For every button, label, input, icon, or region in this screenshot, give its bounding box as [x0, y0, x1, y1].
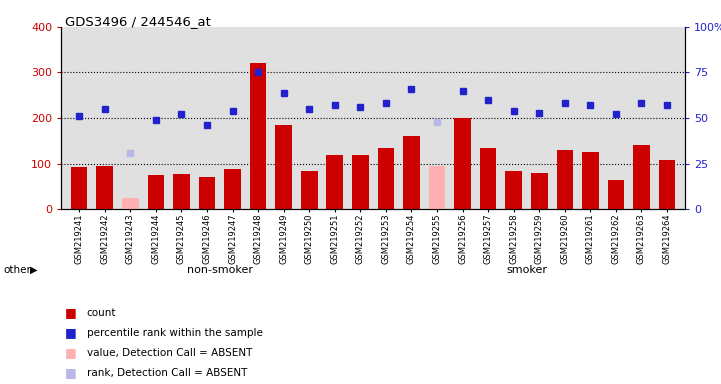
Bar	[71, 167, 87, 209]
Text: GDS3496 / 244546_at: GDS3496 / 244546_at	[65, 15, 211, 28]
Bar	[531, 173, 547, 209]
Bar	[97, 166, 113, 209]
Text: percentile rank within the sample: percentile rank within the sample	[87, 328, 262, 338]
Bar	[403, 136, 420, 209]
Bar	[122, 198, 138, 209]
Bar	[173, 174, 190, 209]
Bar	[582, 152, 598, 209]
Text: count: count	[87, 308, 116, 318]
Bar	[199, 177, 216, 209]
Bar	[148, 175, 164, 209]
Text: smoker: smoker	[506, 265, 547, 275]
Bar	[505, 170, 522, 209]
Bar	[224, 169, 241, 209]
Text: other: other	[4, 265, 32, 275]
Bar	[633, 146, 650, 209]
Text: ▶: ▶	[30, 265, 37, 275]
Bar	[659, 160, 676, 209]
Bar	[557, 150, 573, 209]
Text: value, Detection Call = ABSENT: value, Detection Call = ABSENT	[87, 348, 252, 358]
Bar	[275, 125, 292, 209]
Bar	[480, 148, 497, 209]
Bar	[249, 63, 266, 209]
Text: ■: ■	[65, 326, 76, 339]
Text: ■: ■	[65, 366, 76, 379]
Bar	[301, 170, 317, 209]
Bar	[429, 166, 446, 209]
Text: ■: ■	[65, 306, 76, 319]
Bar	[327, 156, 343, 209]
Bar	[454, 118, 471, 209]
Text: rank, Detection Call = ABSENT: rank, Detection Call = ABSENT	[87, 368, 247, 378]
Text: ■: ■	[65, 346, 76, 359]
Bar	[378, 148, 394, 209]
Bar	[352, 155, 368, 209]
Text: non-smoker: non-smoker	[187, 265, 253, 275]
Bar	[608, 180, 624, 209]
